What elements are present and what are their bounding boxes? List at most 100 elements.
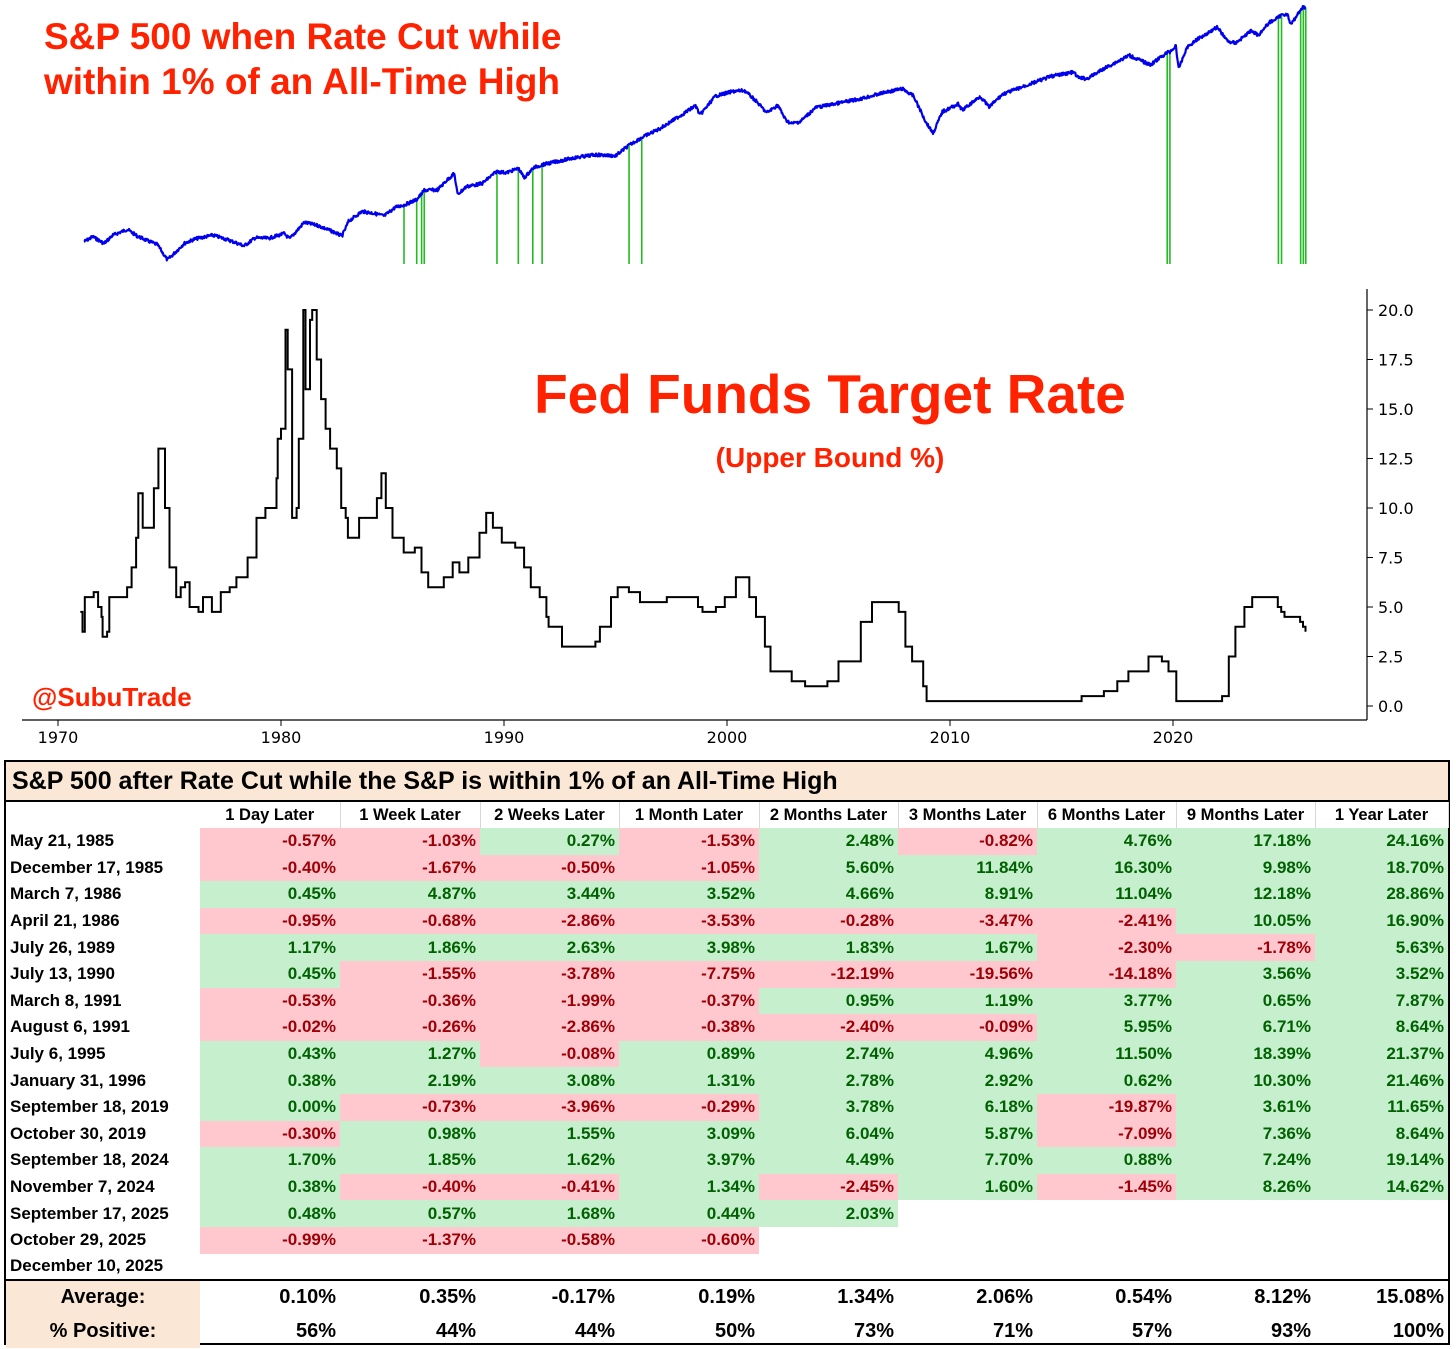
negative-return-cell: -0.99% [200, 1226, 340, 1254]
row-date-cell: March 7, 1986 [10, 884, 122, 904]
summary-value: 44% [435, 1319, 476, 1342]
positive-return-cell: 4.87% [340, 881, 480, 908]
positive-return-cell: 0.89% [619, 1040, 759, 1068]
header-blank-cell [6, 802, 200, 828]
empty-cell [759, 1226, 898, 1254]
y-tick-label: 15.0 [1378, 400, 1414, 419]
positive-return-cell: 0.48% [200, 1200, 340, 1227]
average-row: Average: 0.10% 0.35% -0.17% 0.19% 1.34% 2.06% 0… [6, 1279, 1448, 1315]
empty-cell [200, 1253, 340, 1281]
negative-return-cell: -0.38% [619, 1014, 759, 1041]
column-header: 3 Months Later [898, 802, 1038, 828]
negative-return-cell: -3.96% [480, 1093, 619, 1121]
positive-return-cell: 16.30% [1037, 854, 1176, 882]
positive-return-cell: 0.62% [1037, 1067, 1176, 1094]
positive-return-cell: 6.04% [759, 1120, 898, 1148]
table-header-row: 1 Day Later 1 Week Later 2 Weeks Later 1 Mo… [6, 802, 1449, 828]
positive-return-cell: 3.77% [1037, 987, 1176, 1015]
y-tick-label: 17.5 [1378, 351, 1414, 370]
y-tick-label: 7.5 [1378, 549, 1403, 568]
negative-return-cell: -1.05% [619, 854, 759, 882]
column-header: 2 Months Later [759, 802, 899, 828]
empty-cell [898, 1253, 1037, 1281]
positive-return-cell: 21.37% [1315, 1040, 1448, 1068]
positive-return-cell: 1.70% [200, 1147, 340, 1174]
negative-return-cell: -2.30% [1037, 934, 1176, 961]
positive-return-cell: 2.78% [759, 1067, 898, 1094]
positive-return-cell: 3.09% [619, 1120, 759, 1148]
negative-return-cell: -0.95% [200, 907, 340, 935]
positive-return-cell: 0.45% [200, 960, 340, 988]
positive-return-cell: 7.70% [898, 1147, 1037, 1174]
negative-return-cell: -1.37% [340, 1226, 480, 1254]
empty-cell [898, 1200, 1037, 1227]
table-row: September 18, 2024 1.70% 1.85% 1.62% 3.97% 4.… [6, 1147, 1448, 1174]
negative-return-cell: -3.53% [619, 907, 759, 935]
negative-return-cell: -0.02% [200, 1014, 340, 1041]
positive-return-cell: 19.14% [1315, 1147, 1448, 1174]
negative-return-cell: -1.53% [619, 828, 759, 855]
negative-return-cell: -0.58% [480, 1226, 619, 1254]
table-row: July 6, 1995 0.43% 1.27% -0.08% 0.89% 2.74% 4.… [6, 1040, 1448, 1068]
row-date-cell: December 10, 2025 [10, 1256, 164, 1276]
empty-cell [1315, 1200, 1448, 1227]
returns-table-panel: S&P 500 after Rate Cut while the S&P is … [4, 760, 1450, 1349]
positive-return-cell: 18.70% [1315, 854, 1448, 882]
summary-label: Average: [6, 1279, 200, 1315]
positive-return-cell: 7.87% [1315, 987, 1448, 1015]
empty-cell [619, 1253, 759, 1281]
negative-return-cell: -19.56% [898, 960, 1037, 988]
positive-return-cell: 0.95% [759, 987, 898, 1015]
positive-return-cell: 9.98% [1176, 854, 1315, 882]
negative-return-cell: -0.40% [200, 854, 340, 882]
sp500-series-line [83, 4, 1307, 262]
empty-cell [1037, 1226, 1176, 1254]
positive-return-cell: 0.38% [200, 1173, 340, 1201]
empty-cell [480, 1253, 619, 1281]
positive-return-cell: 5.63% [1315, 934, 1448, 961]
positive-return-cell: 0.88% [1037, 1147, 1176, 1174]
positive-return-cell: 3.44% [480, 881, 619, 908]
positive-return-cell: 0.43% [200, 1040, 340, 1068]
positive-return-cell: 0.38% [200, 1067, 340, 1094]
positive-return-cell: 3.08% [480, 1067, 619, 1094]
positive-return-cell: 5.87% [898, 1120, 1037, 1148]
table-row: October 30, 2019 -0.30% 0.98% 1.55% 3.09% 6.0… [6, 1120, 1448, 1148]
positive-return-cell: 1.19% [898, 987, 1037, 1015]
summary-label: % Positive: [6, 1314, 200, 1349]
negative-return-cell: -0.40% [340, 1173, 480, 1201]
positive-return-cell: 8.64% [1315, 1014, 1448, 1041]
positive-return-cell: 24.16% [1315, 828, 1448, 855]
negative-return-cell: -1.45% [1037, 1173, 1176, 1201]
positive-return-cell: 1.83% [759, 934, 898, 961]
y-tick-label: 0.0 [1378, 697, 1403, 716]
summary-value: 57% [1131, 1319, 1172, 1342]
positive-return-cell: 0.44% [619, 1200, 759, 1227]
positive-return-cell: 8.26% [1176, 1173, 1315, 1201]
table-row: March 8, 1991 -0.53% -0.36% -1.99% -0.37% 0.9… [6, 987, 1448, 1015]
negative-return-cell: -7.09% [1037, 1120, 1176, 1148]
y-tick-label: 5.0 [1378, 598, 1403, 617]
empty-cell [1037, 1200, 1176, 1227]
fed-funds-chart: 1970 1980 1990 2000 2010 2020 0.0 2.5 5.0 7.5 10.0… [22, 289, 1414, 747]
x-tick-label: 1990 [484, 728, 525, 747]
sp500-chart [83, 4, 1307, 264]
positive-return-cell: 28.86% [1315, 881, 1448, 908]
negative-return-cell: -1.03% [340, 828, 480, 855]
row-date-cell: August 6, 1991 [10, 1017, 130, 1037]
negative-return-cell: -0.09% [898, 1014, 1037, 1041]
negative-return-cell: -0.41% [480, 1173, 619, 1201]
negative-return-cell: -1.78% [1176, 934, 1315, 961]
positive-return-cell: 1.34% [619, 1173, 759, 1201]
summary-value: 0.10% [200, 1279, 340, 1315]
positive-return-cell: 7.36% [1176, 1120, 1315, 1148]
positive-return-cell: 1.85% [340, 1147, 480, 1174]
summary-value: 0.19% [619, 1279, 759, 1315]
empty-cell [1037, 1253, 1176, 1281]
summary-value: 100% [1392, 1319, 1444, 1342]
negative-return-cell: -2.40% [759, 1014, 898, 1041]
positive-return-cell: 5.60% [759, 854, 898, 882]
positive-return-cell: 11.84% [898, 854, 1037, 882]
x-tick-label: 2020 [1153, 728, 1194, 747]
positive-return-cell: 1.27% [340, 1040, 480, 1068]
